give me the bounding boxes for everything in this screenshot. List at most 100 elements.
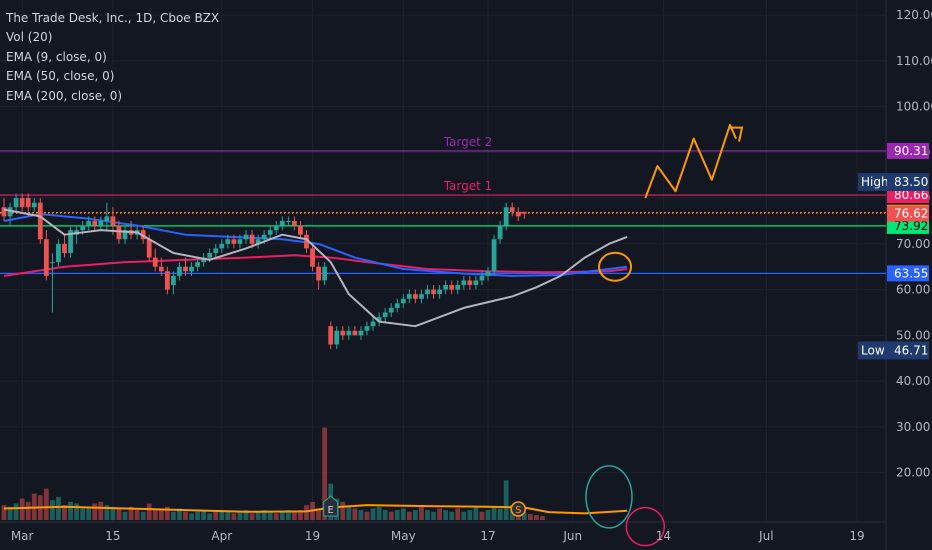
candle-body [249, 234, 255, 244]
candle-body [413, 294, 418, 299]
volume-ma-line [3, 504, 628, 515]
price-axis-label: 110.00 [896, 54, 932, 68]
volume-bar [50, 500, 55, 520]
candle-body [358, 330, 364, 336]
candle-body [7, 207, 13, 217]
time-axis-label: 19 [305, 529, 320, 543]
ema9-line [3, 208, 628, 328]
legend-ema200[interactable]: EMA (200, close, 0) [6, 88, 123, 103]
candle-body [449, 285, 455, 290]
candle-body [92, 220, 98, 226]
candle-body [473, 280, 479, 286]
volume-bar [491, 506, 497, 520]
volume-bar [237, 511, 243, 520]
candle-body [419, 294, 424, 299]
last-price-badge [887, 205, 929, 222]
candle-body [189, 266, 194, 272]
volume-bar [352, 508, 358, 520]
candle-body [62, 243, 67, 253]
low-badge-text: 46.71 [894, 343, 928, 357]
volume-bar [128, 506, 134, 520]
volume-bar [455, 508, 461, 520]
volume-bar [364, 511, 370, 520]
candle-body [25, 198, 31, 208]
volume-bar [231, 513, 237, 520]
low-tag-text: Low [861, 343, 885, 357]
volume-bar [449, 511, 455, 520]
volume-bar [376, 506, 382, 520]
volume-bar [388, 511, 394, 520]
volume-bar [13, 503, 19, 520]
high-tag-text: High [861, 175, 889, 189]
volume-bar [189, 513, 194, 520]
volume-bar [521, 511, 527, 520]
candle-body [207, 252, 213, 258]
volume-bar [171, 511, 176, 520]
volume-bar [406, 511, 412, 520]
candle-body [509, 207, 515, 212]
volume-bar [80, 508, 86, 520]
time-axis-label: Jun [562, 529, 582, 543]
volume-bar [285, 510, 291, 520]
volume-bar [195, 511, 200, 520]
volume-bar [467, 510, 473, 520]
last-price-badge-text: 76.62 [894, 207, 928, 221]
candle-body [364, 326, 370, 331]
volume-bar [116, 508, 122, 520]
time-axis-label: 19 [849, 529, 864, 543]
marker-label: S [515, 505, 521, 516]
earnings-marker [323, 495, 339, 517]
candle-body [19, 198, 25, 208]
candle-body [400, 298, 406, 304]
volume-bar [316, 508, 321, 520]
candle-body [195, 262, 200, 267]
candle-body [425, 289, 430, 295]
candle-body [86, 220, 92, 226]
candle-body [177, 266, 182, 276]
marker-label: E [328, 505, 334, 516]
candle-body [13, 198, 19, 208]
candle-body [304, 234, 309, 249]
time-axis-label: Jul [758, 529, 773, 543]
volume-bar [1, 505, 7, 520]
volume-bar [249, 513, 255, 520]
price-axis-label: 100.00 [896, 100, 932, 114]
candle-body [310, 248, 315, 267]
candle-body [146, 239, 152, 258]
volume-bar [219, 510, 225, 520]
volume-bar [298, 510, 303, 520]
price-axis-label: 50.00 [896, 328, 930, 342]
candle-body [80, 225, 86, 231]
candle-body [443, 285, 449, 290]
candle-body [316, 266, 321, 281]
time-axis-label: May [391, 529, 416, 543]
ema-cross-circle [598, 251, 633, 282]
volume-bar [292, 511, 297, 520]
indicator-legend: The Trade Desk, Inc., 1D, Cboe BZX Vol (… [6, 9, 219, 106]
candle-body [491, 239, 497, 272]
candle-body [213, 248, 219, 253]
volume-bar [267, 511, 273, 520]
candle-body [225, 239, 231, 244]
legend-vol[interactable]: Vol (20) [6, 30, 53, 45]
price-axis-label: 20.00 [896, 466, 930, 480]
volume-bar [201, 510, 207, 520]
volume-bar [25, 501, 31, 520]
volume-bar [273, 513, 279, 520]
volume-bar [43, 488, 49, 520]
candle-body [485, 271, 491, 276]
legend-ema9[interactable]: EMA (9, close, 0) [6, 49, 107, 64]
volume-bar [98, 501, 104, 520]
volume-bar [346, 505, 352, 520]
level-price-badge-text: 80.66 [894, 188, 928, 202]
chart-title[interactable]: The Trade Desk, Inc., 1D, Cboe BZX [6, 11, 220, 25]
candle-body [1, 207, 7, 217]
volume-bar [19, 498, 25, 520]
level-price-badge [887, 265, 929, 282]
ema200-line [3, 254, 628, 277]
volume-decline-circle [625, 506, 666, 547]
legend-ema50[interactable]: EMA (50, close, 0) [6, 69, 115, 84]
candle-body [158, 266, 164, 272]
